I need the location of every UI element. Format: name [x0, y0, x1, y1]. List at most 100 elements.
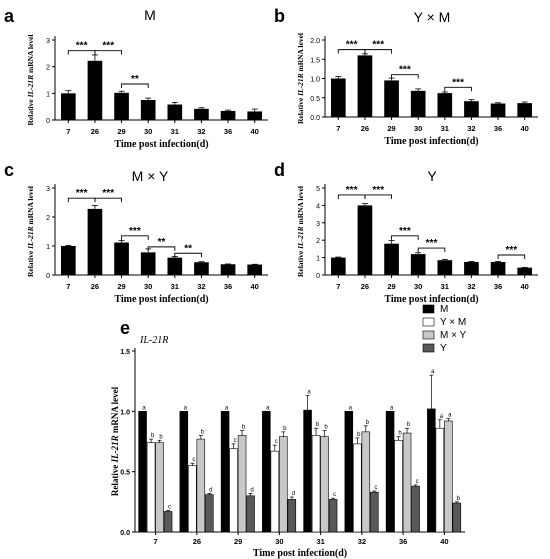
bar	[517, 267, 533, 275]
significance-letter: b	[316, 422, 320, 428]
bar-m	[220, 411, 230, 533]
x-tick-label: 26	[91, 127, 99, 136]
significance-bracket	[497, 254, 526, 259]
significance-label: ***	[129, 226, 141, 237]
y-tick-label: 3	[316, 221, 320, 228]
bar	[140, 100, 156, 120]
y-axis-label-suffix: mRNA level	[296, 33, 305, 73]
significance-bracket	[364, 49, 393, 54]
bar-ym	[229, 448, 238, 533]
y-tick-label: 2	[316, 238, 320, 245]
significance-bracket	[174, 252, 202, 258]
bar-my	[444, 420, 453, 533]
significance-bracket	[121, 83, 149, 88]
significance-label: ***	[76, 188, 88, 199]
chart-title: Y × M	[414, 9, 451, 25]
x-axis-label: Time post infection(d)	[253, 548, 347, 559]
significance-letter: b	[357, 432, 361, 438]
x-tick-label: 31	[171, 127, 179, 136]
significance-label: **	[184, 243, 192, 254]
y-axis-label-gene: IL-21R	[296, 226, 305, 250]
x-tick-label: 32	[467, 282, 475, 291]
bar-m	[179, 411, 189, 533]
significance-label: ***	[102, 41, 114, 52]
bar	[437, 260, 453, 275]
significance-letter: a	[184, 405, 188, 411]
significance-letter: b	[366, 420, 370, 426]
bar-m	[344, 411, 354, 533]
significance-letter: a	[440, 414, 444, 420]
bar	[247, 111, 263, 120]
x-tick-label: 26	[193, 537, 201, 546]
x-tick-label: 29	[387, 282, 395, 291]
x-tick-label: 26	[91, 282, 99, 291]
y-axis-label-suffix: mRNA level	[296, 186, 305, 226]
bar-y	[287, 499, 297, 533]
y-axis-label-prefix: Relative	[26, 97, 35, 125]
x-tick-label: 7	[336, 124, 340, 133]
x-tick-label: 36	[494, 282, 502, 291]
bar	[464, 261, 479, 275]
x-tick-label: 26	[361, 282, 369, 291]
x-tick-label: 32	[358, 537, 366, 546]
bar	[464, 101, 479, 117]
bar	[330, 257, 346, 275]
x-tick-label: 30	[144, 282, 152, 291]
bar	[357, 55, 373, 117]
bar	[410, 90, 426, 117]
significance-label: ***	[399, 226, 411, 237]
bar-ym	[394, 439, 403, 533]
y-tick-label: 0.0	[120, 530, 130, 537]
y-tick-label: 2	[46, 65, 50, 72]
significance-label: ***	[452, 77, 464, 88]
y-tick-label: 1.0	[310, 77, 320, 84]
bar	[87, 208, 103, 275]
x-tick-label: 29	[387, 124, 395, 133]
y-axis-label-gene: IL-21R	[296, 73, 305, 97]
y-axis-label-prefix: Relative	[110, 462, 120, 496]
x-tick-label: 7	[66, 127, 70, 136]
y-tick-label: 0	[46, 273, 50, 280]
x-tick-label: 7	[154, 537, 158, 546]
bar-y	[205, 494, 214, 533]
legend-swatch	[422, 304, 435, 314]
panel-e: e IL-21R 0.0 0.5 1.0 1.5 Relative IL-21R mRNA …	[110, 304, 467, 559]
legend-label: Y × M	[440, 317, 466, 328]
x-tick-label: 40	[521, 124, 529, 133]
chart-title: IL-21R	[139, 335, 168, 346]
significance-letter: b	[324, 425, 328, 431]
chart-title: Y	[427, 168, 437, 184]
bar	[167, 257, 183, 275]
x-tick-label: 29	[117, 282, 125, 291]
x-tick-label: 30	[275, 537, 283, 546]
x-tick-label: 32	[467, 124, 475, 133]
bar-ym	[146, 442, 156, 533]
y-tick-label: 0.5	[310, 96, 320, 103]
significance-label: ***	[506, 245, 518, 256]
bar-m	[303, 409, 312, 533]
significance-letter: d	[209, 487, 212, 493]
significance-letter: a	[349, 405, 353, 411]
bar	[247, 264, 263, 275]
bar-my	[402, 432, 412, 533]
bar-my	[361, 431, 371, 533]
bar	[194, 108, 209, 120]
x-tick-label: 36	[399, 537, 407, 546]
panel-d: d Y 0 1 2 3 4 5 Relative IL-21R mRNA level 7 26 29 3…	[274, 160, 538, 305]
x-tick-label: 31	[441, 124, 449, 133]
bar	[194, 262, 209, 275]
legend-swatch	[422, 330, 435, 340]
x-tick-label: 36	[224, 282, 232, 291]
significance-letter: a	[266, 405, 270, 411]
bar-m	[385, 411, 395, 533]
legend-label: M × Y	[440, 330, 467, 341]
x-tick-label: 7	[336, 282, 340, 291]
bar-y	[370, 491, 379, 533]
chart-title: M × Y	[132, 168, 169, 184]
y-tick-label: 0.5	[120, 470, 130, 477]
significance-letter: b	[407, 422, 411, 428]
y-axis-label: Relative IL-21R mRNA level	[296, 186, 305, 277]
x-axis-label: Time post infection(d)	[114, 294, 208, 305]
bar-ym	[270, 450, 280, 533]
bar	[114, 92, 129, 120]
